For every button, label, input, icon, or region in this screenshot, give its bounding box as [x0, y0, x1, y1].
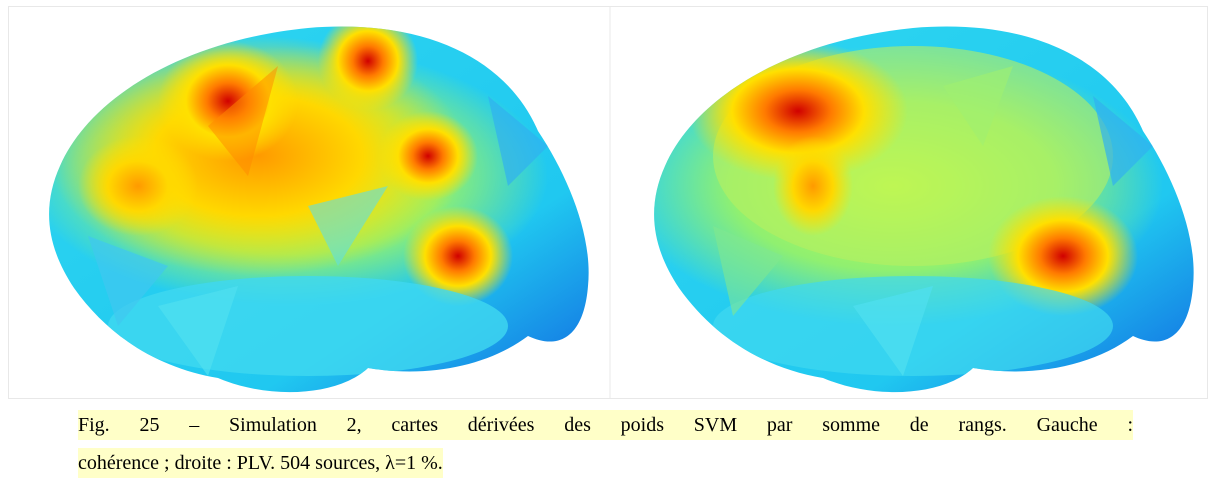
caption-line: Fig. 25 – Simulation 2, cartes dérivées …: [78, 410, 1133, 440]
frame: [8, 6, 1208, 399]
caption-line: cohérence ; droite : PLV. 504 sources, λ…: [78, 448, 443, 478]
brain-left: [49, 26, 589, 393]
brain-right: [654, 26, 1194, 393]
figure-images: [8, 6, 1208, 399]
